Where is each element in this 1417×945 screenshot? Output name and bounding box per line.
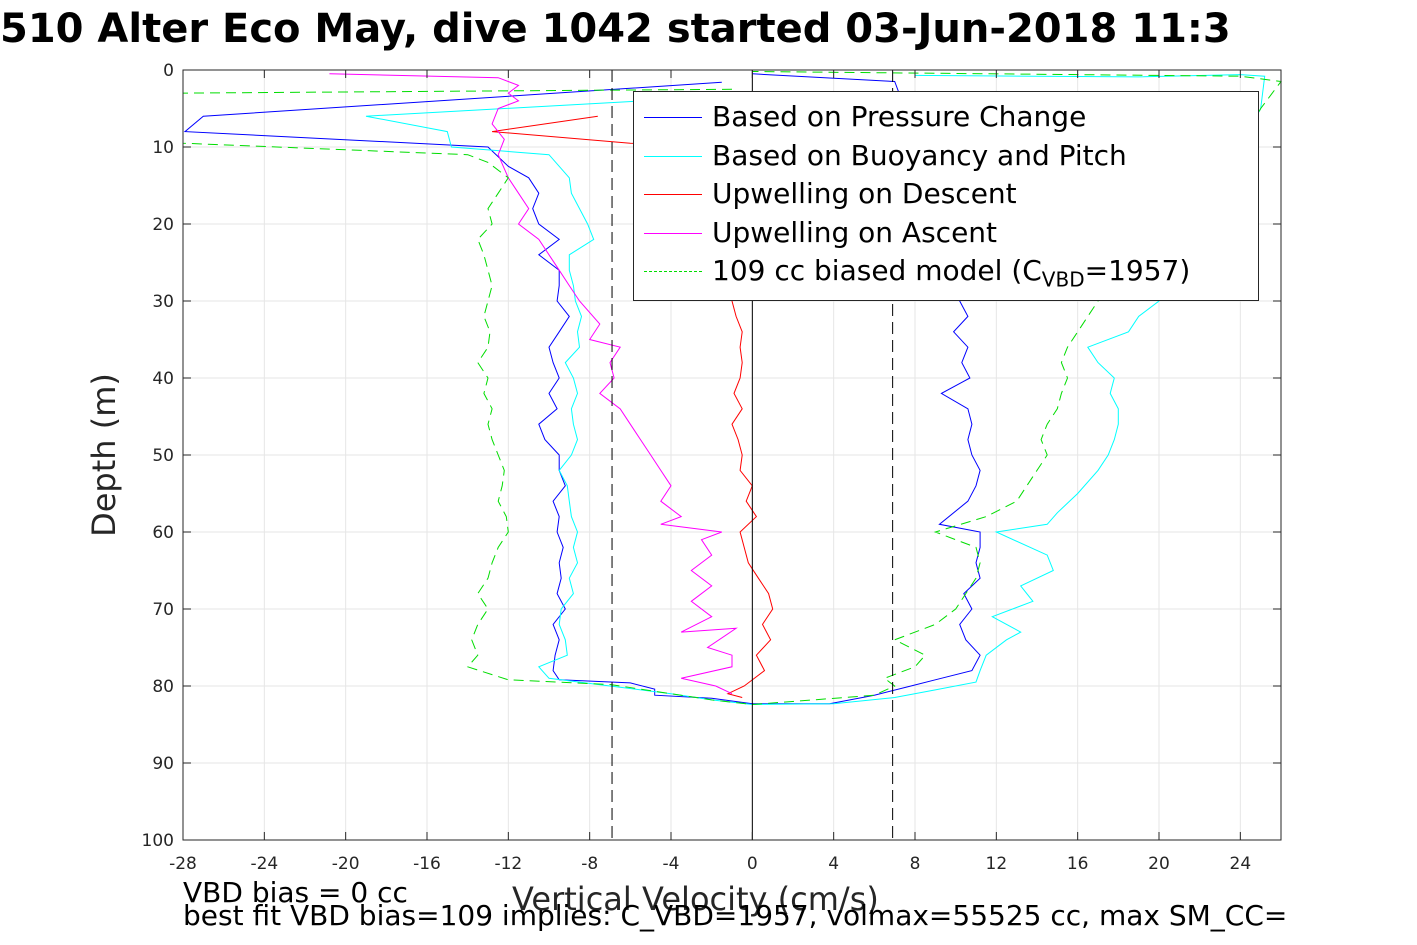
y-tick-label: 0 — [163, 61, 174, 81]
y-tick-label: 80 — [152, 677, 174, 697]
y-tick-label: 100 — [142, 831, 174, 851]
legend-item: 109 cc biased model (CVBD=1957) — [634, 252, 1258, 292]
series-line-0 — [183, 73, 981, 705]
y-tick-label: 30 — [152, 292, 174, 312]
legend-swatch — [644, 155, 702, 157]
x-tick-label: 20 — [1148, 854, 1170, 874]
legend-item: Based on Buoyancy and Pitch — [634, 137, 1258, 175]
y-tick-label: 40 — [152, 369, 174, 389]
legend-swatch — [644, 194, 702, 195]
x-tick-label: -28 — [169, 854, 197, 874]
chart-title: 510 Alter Eco May, dive 1042 started 03-… — [0, 6, 1231, 52]
y-axis-ticks: 0 10 20 30 40 50 60 70 80 90 100 — [142, 61, 1281, 851]
x-tick-label: -20 — [332, 854, 360, 874]
x-tick-label: -16 — [413, 854, 441, 874]
x-tick-label: -12 — [494, 854, 522, 874]
x-tick-label: 16 — [1067, 854, 1089, 874]
legend-label: Upwelling on Descent — [712, 177, 1017, 210]
series-line-1 — [365, 74, 1266, 706]
legend-swatch — [644, 232, 702, 234]
legend-item: Upwelling on Ascent — [634, 214, 1258, 252]
series-line-4 — [182, 71, 1282, 706]
legend-swatch — [644, 117, 702, 118]
vbd-bias-note: VBD bias = 0 cc — [183, 876, 408, 909]
x-tick-label: 24 — [1230, 854, 1252, 874]
legend-label: 109 cc biased model (CVBD=1957) — [712, 254, 1191, 292]
y-tick-label: 20 — [152, 215, 174, 235]
x-tick-label: -24 — [250, 854, 278, 874]
legend-item: Upwelling on Descent — [634, 175, 1258, 213]
legend-label: Upwelling on Ascent — [712, 215, 998, 249]
series-line-3 — [329, 73, 738, 695]
best-fit-note: best fit VBD bias=109 implies: C_VBD=195… — [183, 899, 1288, 932]
legend-swatch — [644, 271, 702, 272]
legend-label: Based on Pressure Change — [712, 100, 1087, 133]
y-tick-label: 60 — [152, 523, 174, 543]
x-axis-label: Vertical Velocity (cm/s) — [512, 880, 879, 918]
y-tick-label: 50 — [152, 446, 174, 466]
legend: Based on Pressure Change Based on Buoyanc… — [633, 91, 1259, 301]
legend-label: Based on Buoyancy and Pitch — [712, 138, 1127, 172]
x-tick-label: 4 — [828, 854, 839, 874]
legend-item: Based on Pressure Change — [634, 98, 1258, 136]
x-tick-label: 12 — [986, 854, 1008, 874]
x-tick-label: -4 — [663, 854, 680, 874]
x-tick-label: 0 — [747, 854, 758, 874]
y-axis-label: Depth (m) — [85, 373, 123, 537]
y-tick-label: 10 — [152, 138, 174, 158]
y-tick-label: 90 — [152, 754, 174, 774]
y-tick-label: 70 — [152, 600, 174, 620]
x-axis-ticks: -28 -24 -20 -16 -12 -8 -4 0 4 8 12 16 20 24 — [169, 70, 1251, 874]
x-tick-label: 8 — [910, 854, 921, 874]
x-tick-label: -8 — [581, 854, 598, 874]
